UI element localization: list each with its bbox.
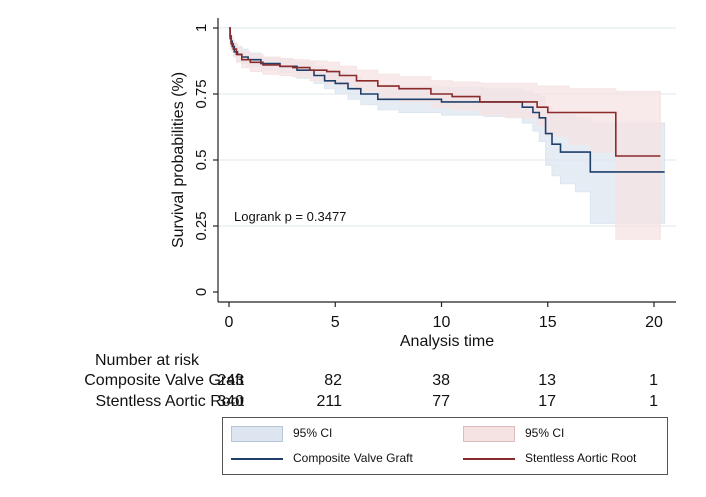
y-tick-label: 0.25 bbox=[193, 211, 210, 240]
risk-row-stentless: Stentless Aortic Root 340 211 77 17 1 bbox=[0, 393, 706, 413]
y-tick-label: 0 bbox=[193, 288, 210, 296]
risk-count: 17 bbox=[538, 393, 556, 410]
x-tick-label: 20 bbox=[645, 314, 663, 331]
risk-count: 243 bbox=[217, 372, 244, 389]
risk-count: 340 bbox=[217, 393, 244, 410]
risk-row-composite: Composite Valve Graft 243 82 38 13 1 bbox=[0, 372, 706, 392]
risk-table-title: Number at risk bbox=[95, 352, 200, 369]
risk-count: 211 bbox=[316, 393, 342, 410]
x-axis-title: Analysis time bbox=[400, 333, 494, 350]
series-line-swatch bbox=[463, 458, 515, 460]
risk-count: 1 bbox=[649, 372, 658, 389]
risk-count: 13 bbox=[538, 372, 556, 389]
survival-curve-composite-valve-graft bbox=[229, 27, 665, 173]
legend: 95% CI 95% CI Composite Valve Graft Sten… bbox=[222, 417, 668, 475]
x-tick-label: 10 bbox=[433, 314, 451, 331]
x-tick-label: 5 bbox=[331, 314, 340, 331]
ci-band-swatch bbox=[231, 426, 283, 442]
y-axis-title: Survival probabilities (%) bbox=[170, 72, 187, 248]
x-tick-label: 15 bbox=[539, 314, 557, 331]
risk-count: 1 bbox=[649, 393, 658, 410]
series-line-swatch bbox=[231, 458, 283, 460]
risk-count: 82 bbox=[324, 372, 342, 389]
x-tick-label: 0 bbox=[225, 314, 234, 331]
y-tick-label: 0.5 bbox=[193, 150, 210, 171]
legend-label: 95% CI bbox=[525, 426, 565, 440]
risk-row-label: Stentless Aortic Root bbox=[95, 393, 244, 410]
risk-count: 77 bbox=[432, 393, 450, 410]
y-tick-label: 1 bbox=[193, 24, 210, 32]
risk-count: 38 bbox=[432, 372, 450, 389]
legend-label: Composite Valve Graft bbox=[293, 451, 413, 465]
y-tick-label: 0.75 bbox=[193, 79, 210, 108]
legend-label: Stentless Aortic Root bbox=[525, 451, 637, 465]
survival-curve-stentless-aortic-root bbox=[229, 27, 661, 157]
logrank-annotation: Logrank p = 0.3477 bbox=[234, 209, 346, 224]
ci-band-swatch bbox=[463, 426, 515, 442]
ci-band-stentless-aortic-root bbox=[229, 27, 661, 240]
legend-label: 95% CI bbox=[293, 426, 333, 440]
risk-row-label: Composite Valve Graft bbox=[84, 372, 244, 389]
